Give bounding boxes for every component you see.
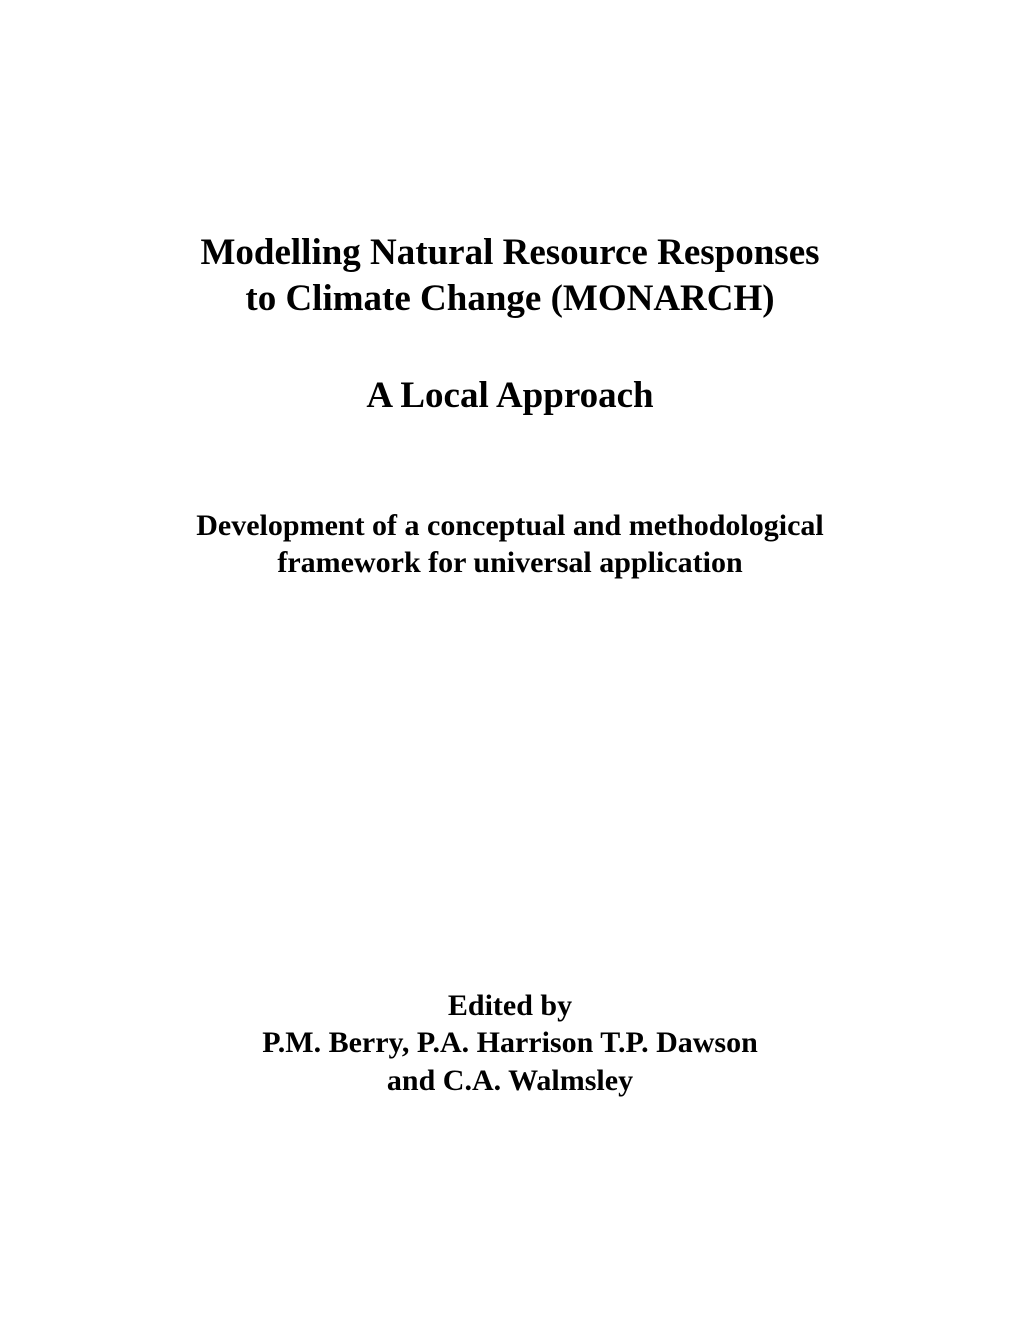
- editor-names-1: P.M. Berry, P.A. Harrison T.P. Dawson: [130, 1024, 890, 1062]
- editor-label: Edited by: [130, 987, 890, 1025]
- description-block: Development of a conceptual and methodol…: [130, 507, 890, 582]
- description-line-1: Development of a conceptual and methodol…: [130, 507, 890, 545]
- editor-names-2: and C.A. Walmsley: [130, 1062, 890, 1100]
- document-page: Modelling Natural Resource Responses to …: [0, 0, 1020, 1320]
- subtitle-line-1: A Local Approach: [130, 373, 890, 419]
- editor-block: Edited by P.M. Berry, P.A. Harrison T.P.…: [130, 987, 890, 1100]
- main-title-block: Modelling Natural Resource Responses to …: [130, 230, 890, 323]
- title-line-2: to Climate Change (MONARCH): [130, 276, 890, 322]
- description-line-2: framework for universal application: [130, 544, 890, 582]
- subtitle-block: A Local Approach: [130, 373, 890, 419]
- title-line-1: Modelling Natural Resource Responses: [130, 230, 890, 276]
